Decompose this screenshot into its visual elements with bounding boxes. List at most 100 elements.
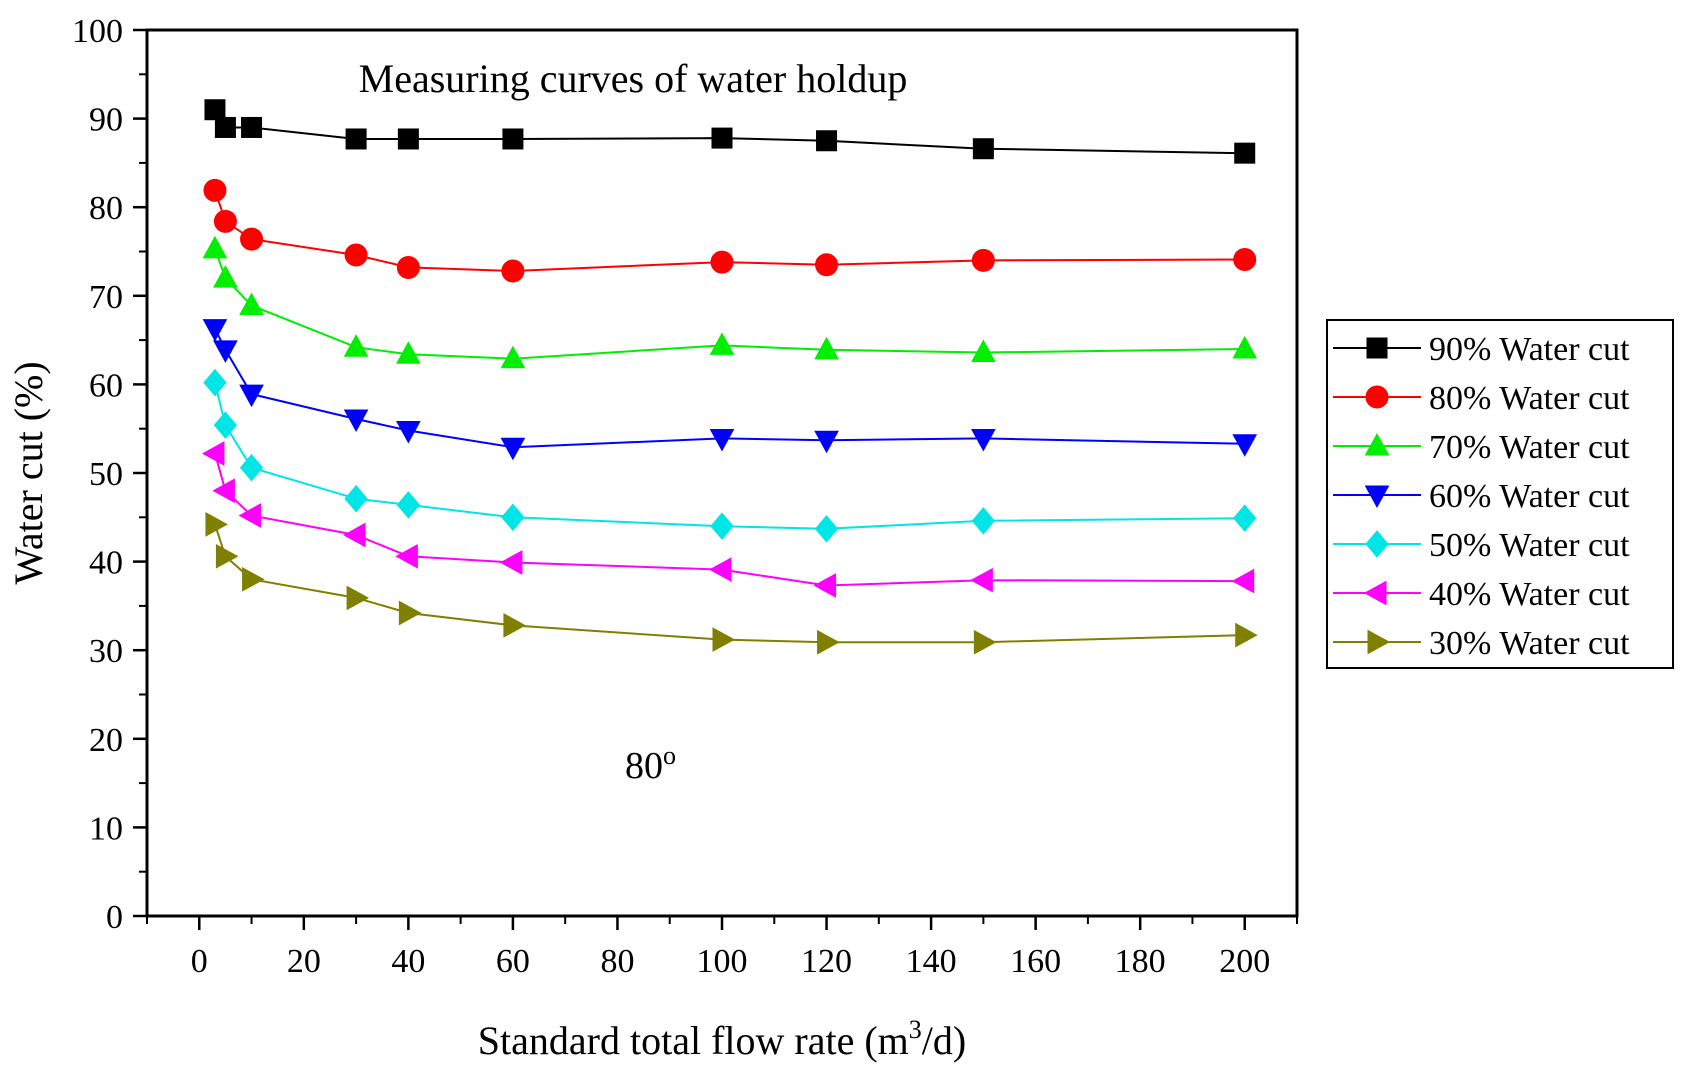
series-80-water-cut <box>203 178 1257 283</box>
x-tick-label: 120 <box>801 943 852 980</box>
x-tick-label: 20 <box>287 943 321 980</box>
data-point-70-water-cut <box>709 332 735 355</box>
data-point-70-water-cut <box>1232 335 1258 359</box>
data-point-60-water-cut <box>971 428 996 452</box>
data-point-90-water-cut <box>711 127 733 149</box>
data-point-80-water-cut <box>971 248 995 272</box>
series-60-water-cut <box>202 319 1258 461</box>
x-tick-label: 140 <box>906 943 957 980</box>
y-tick-label: 30 <box>89 633 123 670</box>
data-point-70-water-cut <box>213 265 238 288</box>
series-line-80-water-cut <box>214 190 1245 273</box>
legend-entry-30-water-cut: 30% Water cut <box>1333 625 1630 662</box>
data-point-50-water-cut <box>1233 504 1257 532</box>
data-point-70-water-cut <box>239 292 264 316</box>
data-point-80-water-cut <box>203 178 227 202</box>
data-point-30-water-cut <box>205 512 228 537</box>
angle-annotation: 80o <box>625 741 676 787</box>
data-point-60-water-cut <box>343 409 369 432</box>
data-point-60-water-cut <box>814 430 839 454</box>
legend-marker <box>1366 337 1388 359</box>
data-point-70-water-cut <box>814 336 839 360</box>
series-30-water-cut <box>205 512 1258 655</box>
x-tick-label: 80 <box>600 943 634 980</box>
data-point-60-water-cut <box>239 384 264 408</box>
series-layer <box>201 99 1258 655</box>
series-90-water-cut <box>204 99 1256 164</box>
legend-entry-70-water-cut: 70% Water cut <box>1333 429 1630 466</box>
data-point-90-water-cut <box>816 130 838 152</box>
data-point-50-water-cut <box>203 368 227 397</box>
legend-marker <box>1365 385 1389 409</box>
data-point-60-water-cut <box>213 340 238 363</box>
data-point-90-water-cut <box>214 116 236 138</box>
legend-marker <box>1364 485 1390 509</box>
legend-label: 80% Water cut <box>1429 380 1630 417</box>
x-tick-label: 40 <box>391 943 425 980</box>
data-point-70-water-cut <box>343 334 369 357</box>
series-line-50-water-cut <box>214 382 1245 530</box>
data-point-80-water-cut <box>710 250 734 274</box>
data-point-80-water-cut <box>240 227 264 251</box>
series-70-water-cut <box>202 235 1258 369</box>
series-50-water-cut <box>203 368 1257 543</box>
data-point-80-water-cut <box>396 255 420 279</box>
plot-frame <box>145 28 1299 918</box>
data-point-30-water-cut <box>346 585 370 611</box>
x-tick-label: 200 <box>1219 943 1270 980</box>
x-tick-label: 180 <box>1115 943 1166 980</box>
data-point-30-water-cut <box>398 600 422 626</box>
x-tick-label: 100 <box>697 943 748 980</box>
series-line-90-water-cut <box>214 109 1245 155</box>
x-axis-title-main: Standard total flow rate (m <box>478 1018 909 1063</box>
data-point-30-water-cut <box>503 613 526 638</box>
legend-label: 40% Water cut <box>1429 576 1630 613</box>
legend-label: 70% Water cut <box>1429 429 1630 466</box>
data-point-50-water-cut <box>814 515 839 543</box>
legend-label: 30% Water cut <box>1429 625 1630 662</box>
data-point-90-water-cut <box>345 128 367 150</box>
data-point-90-water-cut <box>502 128 524 150</box>
data-point-50-water-cut <box>396 491 421 519</box>
legend-marker <box>1365 530 1389 558</box>
legend: 90% Water cut 80% Water cut 70% Water cut 6… <box>1326 319 1674 669</box>
data-point-70-water-cut <box>396 341 421 364</box>
data-point-90-water-cut <box>241 116 263 138</box>
y-tick-label: 90 <box>89 102 123 139</box>
legend-entry-90-water-cut: 90% Water cut <box>1333 331 1630 368</box>
x-axis-title: Standard total flow rate (m3/d) <box>478 1015 966 1063</box>
y-tick-label: 20 <box>89 722 123 759</box>
y-tick-label: 80 <box>89 190 123 227</box>
data-point-80-water-cut <box>1233 247 1257 271</box>
legend-entry-80-water-cut: 80% Water cut <box>1333 380 1630 417</box>
chart-title: Measuring curves of water holdup <box>359 56 908 101</box>
series-40-water-cut <box>201 441 1255 598</box>
legend-label: 50% Water cut <box>1429 527 1630 564</box>
data-point-80-water-cut <box>344 243 368 267</box>
data-point-90-water-cut <box>972 138 994 160</box>
data-point-40-water-cut <box>343 522 366 548</box>
series-line-40-water-cut <box>214 453 1245 587</box>
data-point-40-water-cut <box>238 503 262 528</box>
y-tick-label: 70 <box>89 279 123 316</box>
legend-label: 60% Water cut <box>1429 478 1630 515</box>
x-tick-label: 0 <box>191 943 208 980</box>
data-point-50-water-cut <box>710 512 734 540</box>
data-point-80-water-cut <box>815 253 839 277</box>
series-line-70-water-cut <box>214 248 1245 360</box>
legend-entry-60-water-cut: 60% Water cut <box>1333 478 1630 515</box>
data-point-90-water-cut <box>397 128 419 150</box>
data-point-50-water-cut <box>213 411 238 439</box>
data-point-30-water-cut <box>1235 622 1258 648</box>
data-point-40-water-cut <box>1231 568 1255 594</box>
data-point-60-water-cut <box>202 319 228 342</box>
legend-entry-50-water-cut: 50% Water cut <box>1333 527 1630 564</box>
y-tick-label: 50 <box>89 456 123 493</box>
x-axis-title-end: /d) <box>922 1018 966 1063</box>
data-point-40-water-cut <box>212 478 235 504</box>
data-point-40-water-cut <box>499 550 523 575</box>
y-tick-label: 60 <box>89 367 123 404</box>
legend-marker <box>1363 580 1387 606</box>
axis-ticks <box>133 28 1298 930</box>
